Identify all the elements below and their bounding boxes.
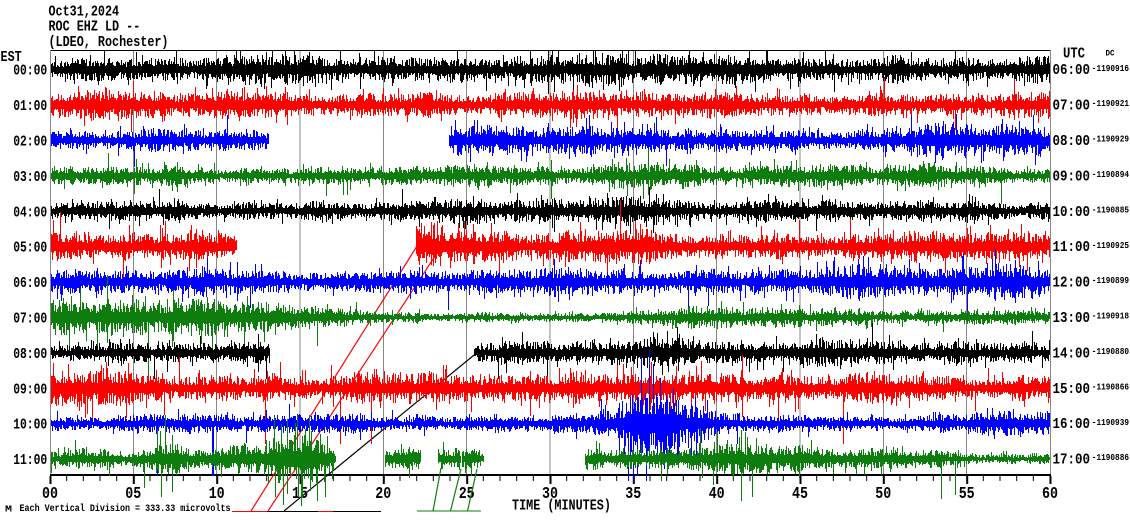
svg-text:-1190929: -1190929 <box>1092 135 1129 145</box>
svg-text:08:00: 08:00 <box>1053 133 1091 150</box>
svg-text:50: 50 <box>875 484 891 503</box>
svg-text:09:00: 09:00 <box>13 381 47 398</box>
svg-text:-1190939: -1190939 <box>1092 418 1129 428</box>
svg-text:13:00: 13:00 <box>1053 310 1091 327</box>
svg-text:11:00: 11:00 <box>1053 239 1091 256</box>
svg-text:35: 35 <box>625 484 641 503</box>
svg-text:45: 45 <box>792 484 808 503</box>
svg-text:20: 20 <box>375 484 391 503</box>
svg-text:-1190885: -1190885 <box>1092 205 1129 215</box>
svg-text:00: 00 <box>42 484 58 503</box>
svg-text:11:00: 11:00 <box>13 452 47 469</box>
svg-text:14:00: 14:00 <box>1053 345 1091 362</box>
svg-text:15:00: 15:00 <box>1053 381 1091 398</box>
svg-text:12:00: 12:00 <box>1053 275 1091 292</box>
svg-text:02:00: 02:00 <box>13 134 47 151</box>
svg-text:30: 30 <box>542 484 558 503</box>
svg-text:-1190894: -1190894 <box>1092 170 1130 180</box>
svg-text:06:00: 06:00 <box>1053 62 1091 79</box>
svg-text:10:00: 10:00 <box>13 417 47 434</box>
svg-text:06:00: 06:00 <box>13 275 47 292</box>
svg-text:40: 40 <box>709 484 725 503</box>
svg-text:TIME (MINUTES): TIME (MINUTES) <box>512 498 611 515</box>
svg-text:M: M <box>5 505 12 515</box>
svg-text:ROC EHZ LD --: ROC EHZ LD -- <box>49 19 141 36</box>
svg-text:01:00: 01:00 <box>13 98 47 115</box>
svg-text:10:00: 10:00 <box>1053 204 1091 221</box>
svg-text:09:00: 09:00 <box>1053 168 1091 185</box>
svg-text:17:00: 17:00 <box>1053 452 1091 469</box>
svg-text:EST: EST <box>1 49 22 66</box>
svg-text:-1190866: -1190866 <box>1092 382 1129 392</box>
svg-text:-1190899: -1190899 <box>1092 276 1129 286</box>
svg-text:10: 10 <box>209 484 225 503</box>
svg-text:16:00: 16:00 <box>1053 416 1091 433</box>
svg-text:00:00: 00:00 <box>13 63 47 80</box>
svg-text:-1190880: -1190880 <box>1092 347 1129 357</box>
svg-text:07:00: 07:00 <box>13 311 47 328</box>
svg-text:-1190918: -1190918 <box>1092 312 1129 322</box>
svg-text:60: 60 <box>1042 484 1058 503</box>
svg-text:04:00: 04:00 <box>13 204 47 221</box>
svg-text:Each Vertical Division = 333.: Each Vertical Division = 333.33 microvol… <box>20 503 231 515</box>
svg-text:-1190921: -1190921 <box>1092 99 1130 109</box>
svg-text:DC: DC <box>1106 49 1115 59</box>
svg-text:Oct31,2024: Oct31,2024 <box>49 4 120 21</box>
svg-text:UTC: UTC <box>1063 46 1085 63</box>
svg-text:(LDEO, Rochester): (LDEO, Rochester) <box>49 34 169 51</box>
svg-text:05: 05 <box>125 484 141 503</box>
svg-text:07:00: 07:00 <box>1053 98 1091 115</box>
svg-text:-1190925: -1190925 <box>1092 241 1129 251</box>
svg-text:05:00: 05:00 <box>13 240 47 257</box>
svg-text:55: 55 <box>959 484 975 503</box>
svg-text:-1190886: -1190886 <box>1092 453 1129 463</box>
svg-text:15: 15 <box>292 484 308 503</box>
svg-text:03:00: 03:00 <box>13 169 47 186</box>
svg-text:-1190916: -1190916 <box>1092 64 1129 74</box>
svg-text:08:00: 08:00 <box>13 346 47 363</box>
